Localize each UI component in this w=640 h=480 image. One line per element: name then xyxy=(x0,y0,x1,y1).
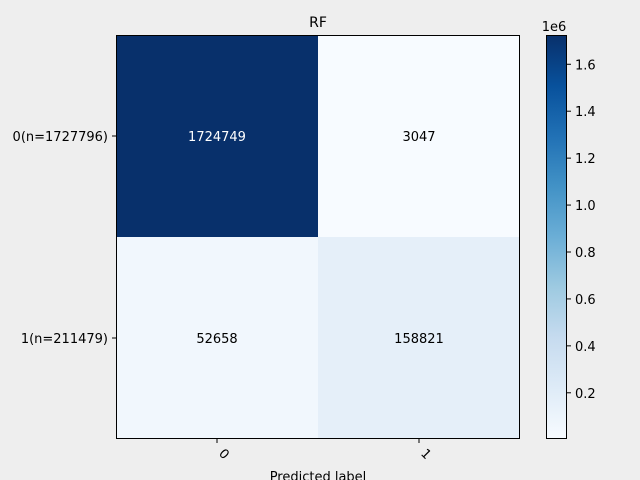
y-axis: 0(n=1727796) 1(n=211479) xyxy=(13,130,116,347)
heatmap-cell xyxy=(116,35,318,237)
colorbar-tick-label: 1.6 xyxy=(575,58,596,73)
heatmap-cell xyxy=(116,237,318,439)
cell-value-label: 1724749 xyxy=(188,130,246,145)
colorbar-tick-label: 1.2 xyxy=(575,152,596,167)
heatmap-cell xyxy=(318,35,520,237)
colorbar-offset-label: 1e6 xyxy=(542,20,567,35)
chart-title: RF xyxy=(309,15,327,31)
colorbar-tick-label: 0.2 xyxy=(575,387,596,402)
colorbar-axis: 0.2 0.4 0.6 0.8 1.0 1.2 1.4 1.6 xyxy=(567,58,596,402)
cell-value-label: 52658 xyxy=(196,332,237,347)
x-axis-label: Predicted label xyxy=(270,470,367,480)
x-tick-label: 0 xyxy=(215,446,231,462)
y-tick-label: 0(n=1727796) xyxy=(13,130,108,145)
heatmap-cell xyxy=(318,237,520,439)
heatmap-cells: 1724749 3047 52658 158821 xyxy=(116,35,520,439)
plot-frame xyxy=(116,35,520,439)
colorbar xyxy=(546,35,567,439)
cell-value-label: 3047 xyxy=(402,130,435,145)
colorbar-tick-label: 0.4 xyxy=(575,340,596,355)
colorbar-tick-label: 1.4 xyxy=(575,105,596,120)
colorbar-tick-label: 1.0 xyxy=(575,199,596,214)
colorbar-tick-label: 0.6 xyxy=(575,293,596,308)
y-tick-label: 1(n=211479) xyxy=(21,332,108,347)
colorbar-tick-label: 0.8 xyxy=(575,246,596,261)
cell-value-label: 158821 xyxy=(394,332,444,347)
x-tick-label: 1 xyxy=(417,446,433,462)
